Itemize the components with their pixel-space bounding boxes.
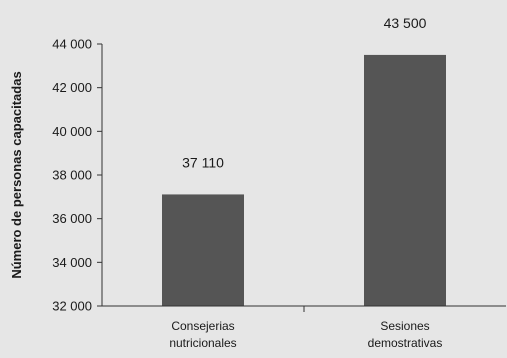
y-tick-label: 36 000	[52, 211, 92, 226]
x-category-label: demostrativas	[368, 336, 443, 350]
y-tick-label: 40 000	[52, 124, 92, 139]
y-tick-label: 44 000	[52, 37, 92, 52]
bar	[364, 55, 446, 306]
bars-group: 37 110 43 500	[162, 15, 446, 306]
bar-data-label: 43 500	[384, 15, 427, 31]
y-axis-ticks: 32 000 34 000 36 000 38 000 40 000 42 000 44 0…	[52, 37, 102, 314]
y-tick-label: 32 000	[52, 299, 92, 314]
x-category-label: nutricionales	[169, 336, 236, 350]
y-tick-label: 34 000	[52, 255, 92, 270]
x-category-label: Consejerias	[171, 319, 234, 333]
y-tick-label: 38 000	[52, 168, 92, 183]
y-tick-label: 42 000	[52, 80, 92, 95]
x-axis-categories: Consejerias nutricionales Sesiones demostra…	[169, 306, 442, 350]
bar	[162, 194, 244, 306]
bar-data-label: 37 110	[182, 154, 224, 170]
x-category-label: Sesiones	[380, 319, 429, 333]
y-axis-title: Número de personas capacitadas	[9, 71, 24, 278]
